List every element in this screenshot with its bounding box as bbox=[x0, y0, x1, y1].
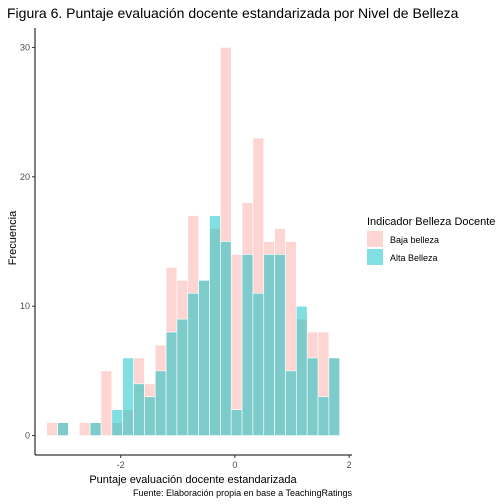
histogram-bar bbox=[154, 370, 167, 436]
histogram-bar bbox=[317, 396, 330, 436]
histogram-bar bbox=[144, 396, 156, 436]
series-alta-belleza bbox=[57, 215, 341, 436]
chart-title: Figura 6. Puntaje evaluación docente est… bbox=[7, 5, 459, 21]
legend-swatch-baja-belleza bbox=[367, 231, 383, 247]
y-axis-title: Frecuencia bbox=[7, 210, 19, 265]
source-caption: Fuente: Elaboración propia en base a Tea… bbox=[133, 488, 352, 498]
histogram-bar bbox=[46, 422, 58, 436]
histogram-bar bbox=[285, 370, 297, 436]
y-tick-label: 10 bbox=[20, 301, 30, 311]
histogram-bar bbox=[252, 292, 265, 436]
histogram-bar bbox=[187, 292, 199, 436]
histogram-bar bbox=[296, 305, 308, 436]
histogram-bar bbox=[230, 409, 243, 436]
x-axis-title: Puntaje evaluación docente estandarizada bbox=[89, 474, 297, 486]
histogram-bar bbox=[328, 357, 341, 436]
x-tick-label: 0 bbox=[232, 460, 237, 470]
histogram-bar bbox=[274, 254, 286, 436]
y-axis-ticks: 0 10 20 30 bbox=[20, 42, 35, 441]
x-tick-label: 2 bbox=[347, 460, 352, 470]
legend-swatch-alta-belleza bbox=[367, 249, 383, 265]
histogram-bar bbox=[198, 280, 210, 436]
histogram-bar bbox=[209, 215, 221, 436]
legend-label-baja-belleza: Baja belleza bbox=[390, 235, 439, 245]
y-tick-label: 0 bbox=[25, 431, 30, 441]
legend: Indicador Belleza Docente Baja belleza A… bbox=[367, 216, 495, 265]
histogram-bar bbox=[78, 422, 91, 436]
histogram-bar bbox=[220, 241, 232, 436]
histogram-bar bbox=[133, 383, 145, 436]
histogram-bar bbox=[89, 422, 102, 436]
histogram-bar bbox=[100, 370, 113, 436]
histogram-bar bbox=[306, 357, 319, 436]
histogram-bar bbox=[230, 254, 243, 436]
histogram-bar bbox=[111, 409, 123, 436]
histogram-bar bbox=[241, 254, 254, 436]
y-tick-label: 20 bbox=[20, 172, 30, 182]
x-axis-ticks: -2 0 2 bbox=[117, 455, 352, 470]
y-tick-label: 30 bbox=[20, 42, 30, 52]
plot-area bbox=[46, 47, 341, 436]
x-tick-label: -2 bbox=[117, 460, 125, 470]
histogram-bar bbox=[176, 318, 189, 436]
histogram-bar bbox=[165, 331, 178, 436]
histogram-bar bbox=[122, 357, 134, 436]
axes: 0 10 20 30 -2 0 2 bbox=[20, 28, 352, 470]
histogram-bar bbox=[57, 422, 69, 436]
legend-title: Indicador Belleza Docente bbox=[367, 216, 495, 228]
histogram-bar bbox=[263, 254, 275, 436]
legend-label-alta-belleza: Alta Belleza bbox=[390, 253, 438, 263]
